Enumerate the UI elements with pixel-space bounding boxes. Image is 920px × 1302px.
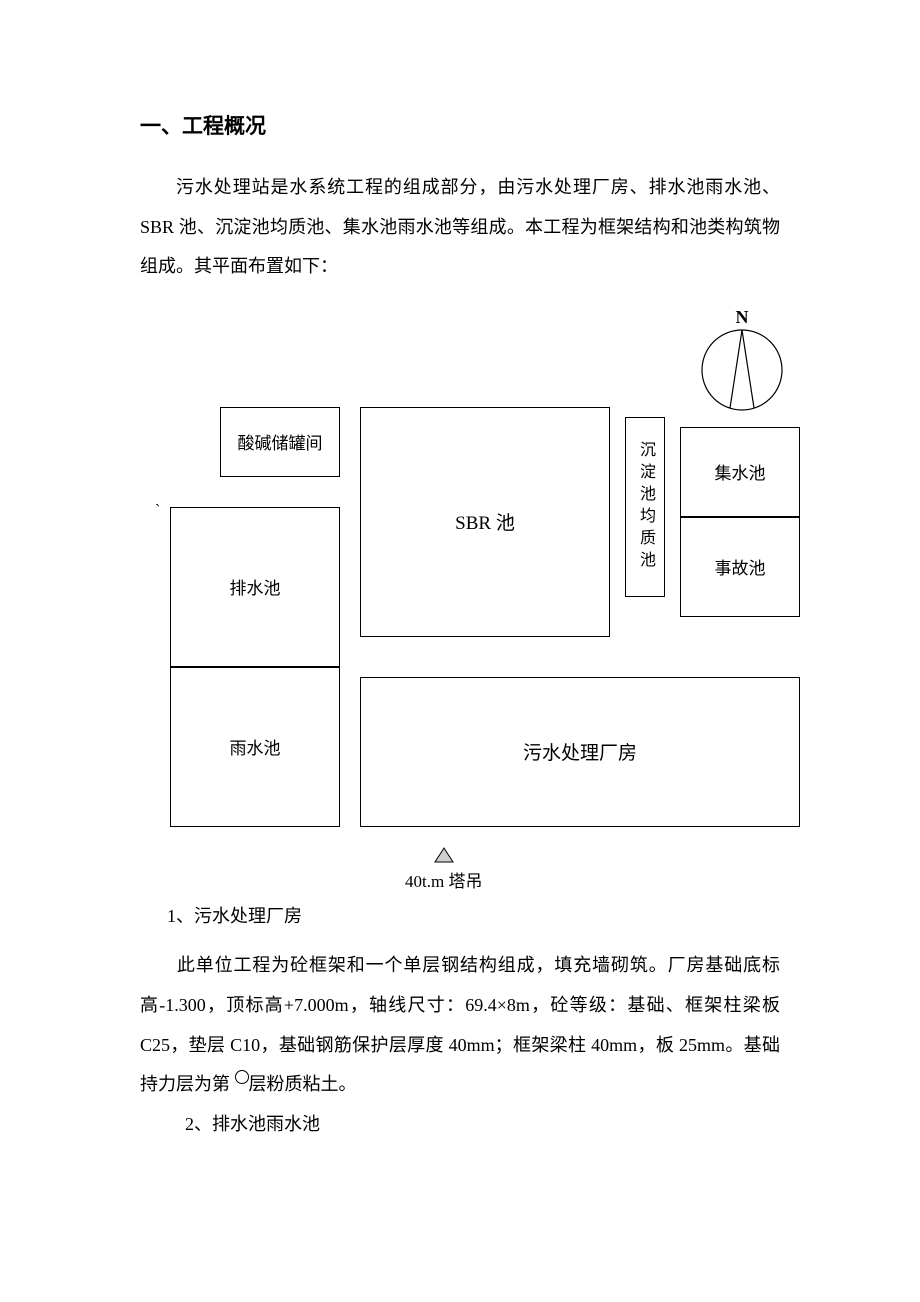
box-acid-alkali: 酸碱储罐间 <box>220 407 340 477</box>
box-drain-pool: 排水池 <box>170 507 340 667</box>
circled-number-icon <box>235 1070 249 1084</box>
box-label: 事故池 <box>715 554 766 579</box>
box-label: 沉淀池均质池 <box>633 441 657 573</box>
box-label: 集水池 <box>715 459 766 484</box>
layout-diagram: N ` 酸碱储罐间 排水池 雨水池 SBR 池 沉淀池均质池 集水池 事故池 污… <box>160 307 800 887</box>
box-collect: 集水池 <box>680 427 800 517</box>
stray-backtick: ` <box>155 502 160 520</box>
section-heading: 一、工程概况 <box>140 110 780 140</box>
box-accident: 事故池 <box>680 517 800 617</box>
box-plant: 污水处理厂房 <box>360 677 800 827</box>
box-rain-pool: 雨水池 <box>170 667 340 827</box>
box-sediment: 沉淀池均质池 <box>625 417 665 597</box>
compass-icon <box>700 328 784 412</box>
subsection-1-body: 此单位工程为砼框架和一个单层钢结构组成，填充墙砌筑。厂房基础底标高-1.300，… <box>140 946 780 1104</box>
box-label: 酸碱储罐间 <box>238 429 323 454</box>
body-text-b: 层粉质粘土。 <box>249 1074 357 1094</box>
crane-marker: 40t.m 塔吊 <box>405 847 482 892</box>
box-label: 排水池 <box>230 574 281 599</box>
subsection-1-title: 1、污水处理厂房 <box>167 897 780 937</box>
subsection-2-title: 2、排水池雨水池 <box>185 1105 780 1145</box>
crane-label: 40t.m 塔吊 <box>405 872 482 891</box>
box-label: 污水处理厂房 <box>523 738 637 765</box>
box-label: SBR 池 <box>455 508 515 535</box>
crane-triangle-icon <box>434 847 454 863</box>
compass: N <box>700 307 784 417</box>
box-label: 雨水池 <box>230 734 281 759</box>
intro-paragraph: 污水处理站是水系统工程的组成部分，由污水处理厂房、排水池雨水池、SBR 池、沉淀… <box>140 168 780 287</box>
box-sbr: SBR 池 <box>360 407 610 637</box>
compass-n-label: N <box>700 307 784 328</box>
